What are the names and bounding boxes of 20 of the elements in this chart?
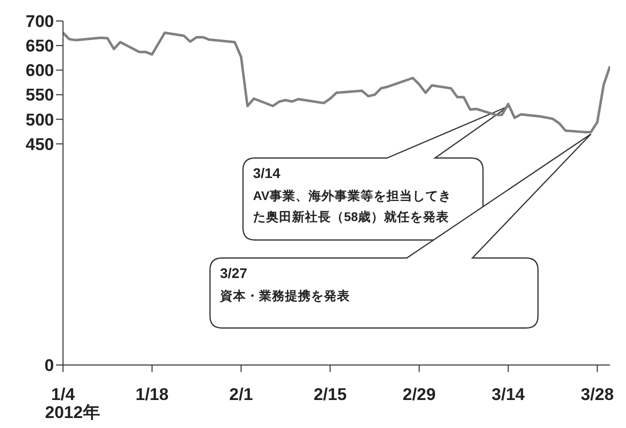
x-tick-label: 1/4 [51,385,76,404]
y-tick-label: 600 [26,61,54,80]
x-tick-label: 1/18 [136,385,169,404]
y-tick-label: 700 [26,12,54,32]
x-tick-label: 2/15 [314,385,347,404]
x-tick-label: 2/29 [402,385,436,404]
y-tick-label: 650 [26,36,54,56]
annotation: AV事業、海外事業等を担当してきた奥田新社長（58歳）就任を発表 [253,189,452,224]
line-series [63,32,610,134]
x-tick-label: 2/1 [229,385,253,404]
annotation: 資本・業務提携を発表 [219,288,350,303]
annotation: 3/14 [253,165,280,181]
x-tick-label: 3/14 [492,385,526,404]
y-tick-label: 0 [44,356,54,376]
x-axis-title: 2012年 [45,403,100,422]
y-tick-label: 450 [26,134,54,154]
x-tick-label: 3/28 [580,385,614,404]
y-tick-label: 500 [26,110,54,130]
annotation: 3/27 [220,265,248,281]
y-tick-label: 550 [26,86,54,105]
